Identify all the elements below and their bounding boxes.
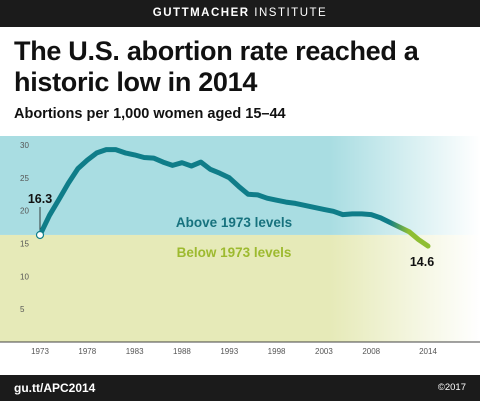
chart-subtitle: Abortions per 1,000 women aged 15–44 [14,106,286,122]
y-tick-label: 25 [20,174,29,183]
brand-suffix: INSTITUTE [249,7,328,19]
start-value-label: 16.3 [28,192,52,206]
copyright: ©2017 [437,382,466,393]
x-tick-label: 1988 [173,347,191,356]
x-tick-label: 2003 [315,347,333,356]
brand-name: GUTTMACHER [152,7,250,19]
chart-title: The U.S. abortion rate reached a histori… [14,36,419,97]
abortion-rate-line [37,147,431,249]
y-tick-label: 5 [20,305,25,314]
below-region-label: Below 1973 levels [177,245,292,260]
x-tick-label: 1983 [126,347,144,356]
source-link[interactable]: gu.tt/APC2014 [14,381,96,395]
end-value-label: 14.6 [410,255,434,269]
x-axis-ticks: 1973 1978 1983 1988 1993 1998 2003 2008 2014 [31,347,437,356]
above-region-label: Above 1973 levels [176,215,292,230]
y-tick-label: 15 [20,240,29,249]
x-tick-label: 1993 [220,347,238,356]
y-tick-label: 30 [20,141,29,150]
right-fade-overlay [330,136,480,342]
start-point-marker [35,230,45,240]
y-tick-label: 10 [20,272,29,281]
y-axis-ticks: 5 10 15 20 25 30 [20,141,29,314]
x-tick-label: 1978 [78,347,96,356]
footer-bar: gu.tt/APC2014 ©2017 [0,375,480,401]
x-tick-label: 2008 [362,347,380,356]
x-tick-label: 2014 [419,347,437,356]
y-tick-label: 20 [20,207,29,216]
line-chart: 5 10 15 20 25 30 1973 1978 1983 1988 1993 1998 2003… [0,136,480,356]
publisher-banner: GUTTMACHER INSTITUTE [0,0,480,27]
x-tick-label: 1973 [31,347,49,356]
x-tick-label: 1998 [268,347,286,356]
